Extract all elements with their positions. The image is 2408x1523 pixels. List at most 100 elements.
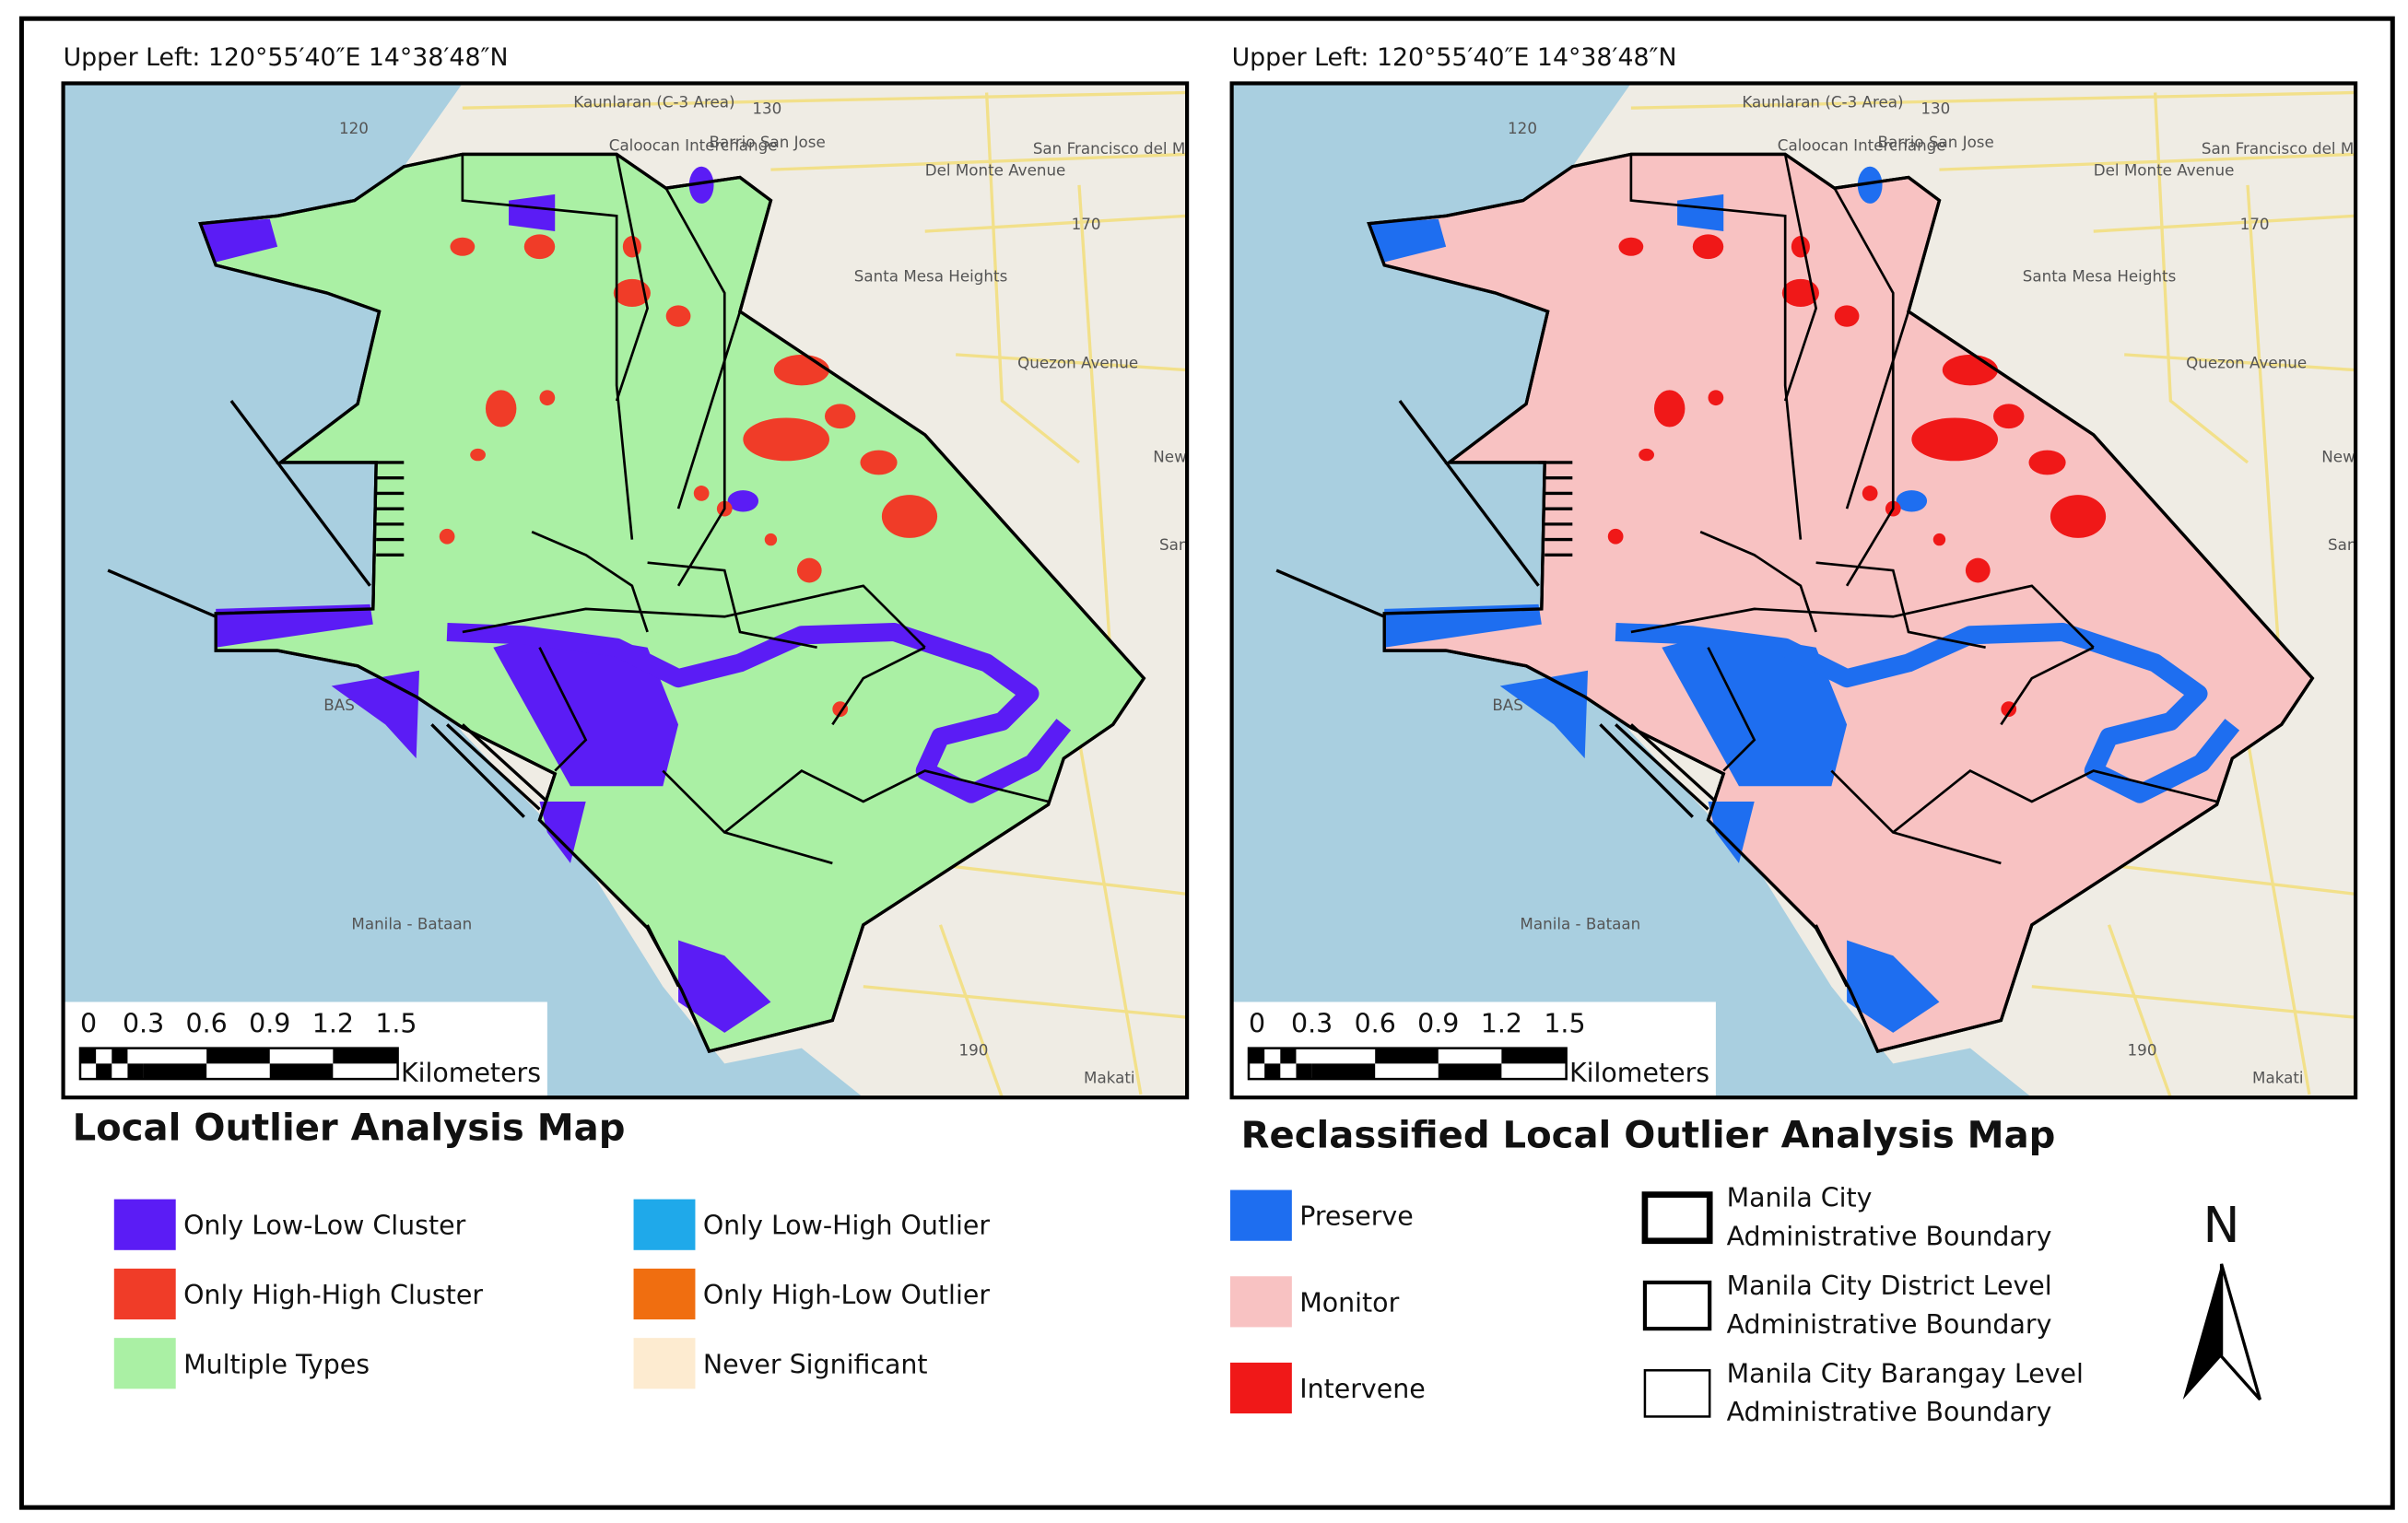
basemap-label: 190 bbox=[2128, 1040, 2157, 1059]
high-high-area bbox=[439, 528, 455, 545]
basemap-label: Caloocan Interchange bbox=[609, 136, 778, 155]
legend-swatch bbox=[1229, 1362, 1292, 1414]
scale-segment bbox=[1438, 1063, 1502, 1080]
low-low-area bbox=[1384, 603, 1542, 648]
road bbox=[924, 861, 1188, 896]
road bbox=[956, 353, 1188, 372]
low-low-area bbox=[1677, 193, 1724, 232]
legend-swatch bbox=[113, 1199, 176, 1250]
scale-checker bbox=[96, 1063, 112, 1080]
road bbox=[2093, 214, 2356, 233]
high-high-area bbox=[693, 486, 710, 501]
scale-checker bbox=[127, 1063, 144, 1080]
road bbox=[1077, 739, 1143, 1095]
high-high-area bbox=[860, 450, 898, 475]
basemap-label: BAS bbox=[1492, 696, 1523, 714]
scale-segment bbox=[143, 1063, 207, 1080]
legend-label: Intervene bbox=[1299, 1374, 1426, 1404]
road bbox=[2246, 739, 2311, 1095]
scale-tick-label: 1.5 bbox=[375, 1009, 417, 1039]
district-boundary bbox=[676, 310, 742, 510]
legend-swatch bbox=[633, 1268, 696, 1320]
basemap-label: Quezon Avenue bbox=[2186, 353, 2307, 371]
district-boundary bbox=[1833, 187, 1895, 587]
scale-tick-label: 1.5 bbox=[1544, 1009, 1585, 1039]
scale-checker bbox=[79, 1048, 97, 1064]
district-boundary bbox=[1892, 768, 2217, 834]
boundary-label: Manila City Barangay Level Administrative… bbox=[1727, 1358, 2084, 1427]
road bbox=[2153, 92, 2249, 464]
basemap-label: Santa Mesa Heights bbox=[2023, 267, 2177, 286]
legend-label: Only Low-High Outlier bbox=[703, 1211, 991, 1241]
high-high-area bbox=[539, 390, 556, 406]
high-high-area bbox=[1965, 557, 1991, 583]
corner-label: Upper Left: 120°55′40″E 14°38′48″N bbox=[1232, 43, 1677, 72]
scale-unit: Kilometers bbox=[1569, 1058, 1709, 1088]
high-high-area bbox=[1781, 278, 1819, 308]
basemap-label: San bbox=[1159, 535, 1188, 554]
high-high-area bbox=[1911, 417, 1999, 462]
basemap-label: San Francisco del Monte bbox=[2202, 139, 2389, 158]
low-low-area bbox=[1896, 490, 1928, 512]
district-boundary bbox=[461, 154, 634, 540]
piers bbox=[1275, 400, 1718, 818]
scale-tick-label: 1.2 bbox=[1481, 1009, 1522, 1039]
road bbox=[1077, 184, 1112, 648]
low-low-area bbox=[1847, 940, 1940, 1033]
high-high-area bbox=[764, 533, 778, 546]
low-low-area bbox=[216, 603, 373, 648]
legend-swatch bbox=[1229, 1276, 1292, 1328]
legend-swatch bbox=[1229, 1189, 1292, 1241]
basemap-label: Caloocan Interchange bbox=[1778, 136, 1946, 155]
scale-checker bbox=[1249, 1048, 1265, 1064]
basemap-label: 170 bbox=[2240, 215, 2270, 233]
arrow-right bbox=[2219, 1263, 2262, 1401]
legend-swatch bbox=[633, 1338, 696, 1389]
scale-tick-label: 0.6 bbox=[186, 1009, 228, 1039]
low-low-area bbox=[678, 940, 771, 1033]
road bbox=[984, 92, 1081, 464]
basemap-label: 190 bbox=[959, 1040, 989, 1059]
basemap-label: 130 bbox=[1921, 99, 1950, 117]
high-high-area bbox=[485, 390, 517, 428]
arrow-left bbox=[2182, 1263, 2222, 1400]
road bbox=[2031, 985, 2356, 1019]
basemap-label: Kaunlaran (C-3 Area) bbox=[573, 93, 734, 111]
scale-tick-label: 0.6 bbox=[1355, 1009, 1396, 1039]
district-boundary bbox=[538, 647, 588, 772]
road bbox=[2124, 353, 2356, 372]
district-boundary bbox=[1783, 154, 1818, 402]
district-boundary bbox=[2000, 646, 2095, 726]
legend-swatch bbox=[113, 1268, 176, 1320]
map-panel: Upper Left: 120°55′40″E 14°38′48″N Kaunla… bbox=[1229, 43, 2389, 1414]
basemap-label: 130 bbox=[752, 99, 781, 117]
scale-tick-label: 0.3 bbox=[1291, 1009, 1333, 1039]
scale-tick-label: 0.9 bbox=[1417, 1009, 1459, 1039]
legend-label: Monitor bbox=[1299, 1287, 1399, 1318]
river-area bbox=[1615, 622, 2240, 803]
piers bbox=[107, 400, 548, 818]
scale-tick-label: 0 bbox=[1249, 1009, 1265, 1039]
basemap-label: San Francisco del Monte bbox=[1033, 139, 1220, 158]
high-high-area bbox=[523, 234, 556, 260]
road bbox=[863, 985, 1188, 1019]
road bbox=[462, 90, 1188, 110]
map: Kaunlaran (C-3 Area) Caloocan Interchange… bbox=[63, 83, 1220, 1098]
low-low-area bbox=[509, 193, 556, 232]
panels: Upper Left: 120°55′40″E 14°38′48″N Kaunla… bbox=[61, 43, 2389, 1414]
high-high-area bbox=[613, 278, 651, 308]
legend-swatch bbox=[113, 1338, 176, 1389]
map: Kaunlaran (C-3 Area) Caloocan Interchange… bbox=[1231, 83, 2389, 1098]
legend-label: Never Significant bbox=[703, 1349, 928, 1379]
corner-label: Upper Left: 120°55′40″E 14°38′48″N bbox=[64, 43, 509, 72]
boundary-swatch bbox=[1643, 1369, 1711, 1418]
high-high-area bbox=[824, 404, 856, 429]
road bbox=[1630, 90, 2356, 110]
legend-label: Only Low-Low Cluster bbox=[183, 1211, 466, 1241]
north-arrow: N bbox=[2182, 1196, 2262, 1401]
road bbox=[2107, 924, 2172, 1098]
low-low-area bbox=[1662, 631, 1848, 787]
high-high-area bbox=[1618, 237, 1644, 256]
basemap-label: San bbox=[2328, 535, 2356, 554]
